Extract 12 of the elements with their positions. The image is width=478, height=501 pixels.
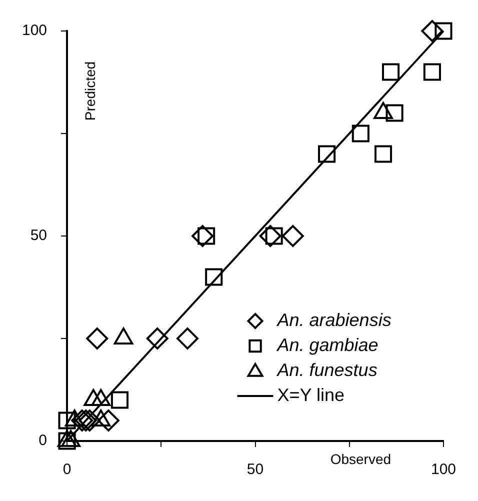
legend-label: An. arabiensis <box>276 310 392 330</box>
y-tick-label: 0 <box>38 432 48 450</box>
x-tick-label: 0 <box>62 461 72 478</box>
x-tick-label: 100 <box>430 461 456 478</box>
x-axis-title: Observed <box>330 450 392 467</box>
y-tick-label: 50 <box>30 227 48 244</box>
legend-label: X=Y line <box>277 384 344 405</box>
x-tick-label: 50 <box>246 461 264 478</box>
legend-label: An. gambiae <box>276 335 378 355</box>
y-tick-label: 100 <box>22 22 48 40</box>
y-axis-title: Predicted <box>82 61 98 121</box>
legend-label: An. funestus <box>276 360 378 380</box>
